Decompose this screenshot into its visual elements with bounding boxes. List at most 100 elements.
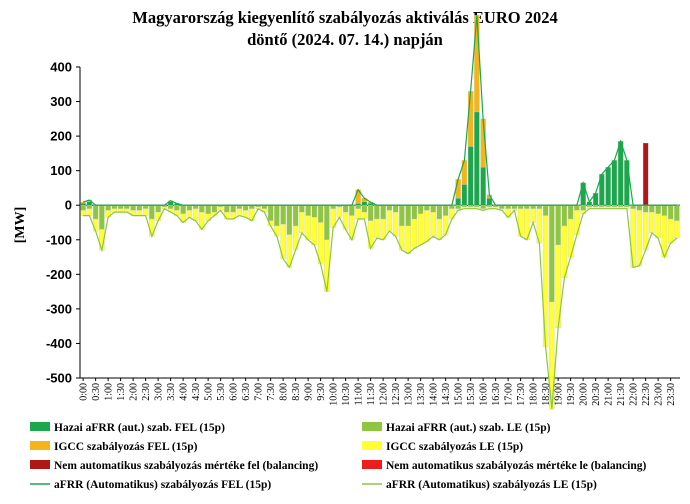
legend-swatch — [362, 422, 382, 431]
x-tick-label: 22:30 — [641, 383, 652, 406]
y-tick-label: 100 — [50, 163, 72, 178]
chart-title-line-2: döntő (2024. 07. 14.) napján — [247, 30, 443, 49]
x-tick-label: 20:30 — [591, 383, 602, 406]
bar-igcc-up — [474, 15, 480, 113]
bar-igcc-down — [192, 208, 199, 221]
plot-area: 400 300 200 100 0 -100 -200 -300 -400 -500 0:00 0:3… — [46, 15, 680, 410]
bar-afrr-down — [199, 205, 205, 213]
x-tick-label: 16:00 — [479, 383, 490, 406]
bar-igcc-down — [417, 213, 424, 246]
bar-afrr-down — [592, 205, 599, 208]
legend-swatch — [30, 422, 50, 431]
bar-afrr-down — [561, 205, 568, 227]
bar-igcc-down — [430, 211, 436, 237]
bar-afrr-down — [411, 205, 418, 220]
x-tick-label: 5:30 — [216, 383, 227, 401]
bar-afrr-down — [224, 205, 230, 213]
x-tick-label: 0:30 — [91, 383, 102, 401]
bar-igcc-down — [355, 208, 361, 220]
x-tick-label: 17:00 — [504, 383, 515, 406]
bar-afrr-down — [299, 205, 305, 213]
x-tick-label: 7:00 — [254, 383, 265, 401]
bar-afrr-down — [86, 205, 93, 209]
y-tick-label: 0 — [65, 198, 72, 213]
x-tick-label: 5:00 — [204, 383, 215, 401]
bar-igcc-up — [467, 91, 474, 147]
x-tick-label: 4:30 — [191, 383, 202, 401]
bar-igcc-down — [299, 211, 305, 234]
bar-igcc-down — [274, 225, 280, 237]
x-tick-label: 10:30 — [341, 383, 352, 406]
bar-afrr-down — [474, 205, 480, 208]
x-tick-label: 14:30 — [441, 383, 452, 406]
bar-afrr-down — [386, 205, 393, 211]
y-tick-label: 400 — [50, 60, 72, 75]
x-tick-label: 17:30 — [516, 383, 527, 406]
x-tick-label: 12:30 — [391, 383, 402, 406]
bar-afrr-up — [580, 182, 586, 206]
x-tick-label: 15:30 — [466, 383, 477, 406]
bar-afrr-down — [292, 205, 299, 227]
bar-igcc-down — [630, 208, 636, 268]
bar-afrr-down — [349, 205, 355, 216]
bar-igcc-down — [186, 210, 193, 218]
x-tick-label: 23:30 — [666, 383, 677, 406]
bar-igcc-down — [386, 210, 393, 232]
bar-afrr-up — [80, 202, 86, 206]
bar-igcc-down — [674, 220, 680, 239]
bar-afrr-up — [605, 167, 611, 206]
bar-afrr-up — [611, 160, 618, 206]
bar-igcc-down — [667, 218, 674, 244]
legend-swatch — [362, 441, 382, 450]
x-tick-label: 1:30 — [116, 383, 127, 401]
bar-igcc-down — [86, 208, 93, 216]
x-tick-label: 21:00 — [604, 383, 615, 406]
line-afrr-up — [82, 15, 677, 206]
bar-afrr-down — [417, 205, 424, 215]
x-tick-label: 16:30 — [491, 383, 502, 406]
bar-igcc-down — [142, 208, 149, 216]
x-tick-label: 6:00 — [229, 383, 240, 401]
bar-igcc-down — [649, 211, 655, 234]
bar-afrr-down — [342, 205, 349, 213]
bar-igcc-down — [236, 208, 243, 216]
bar-afrr-down — [361, 205, 368, 213]
bar-igcc-down — [361, 211, 368, 220]
x-tick-label: 9:00 — [304, 383, 315, 401]
bar-afrr-down — [636, 205, 643, 211]
bar-igcc-down — [636, 210, 643, 266]
bar-igcc-down — [305, 215, 311, 240]
bar-afrr-down — [542, 205, 549, 216]
y-tick-label: -400 — [46, 336, 72, 351]
bar-afrr-down — [586, 205, 593, 208]
x-tick-label: 12:00 — [379, 383, 390, 406]
bar-afrr-down — [230, 205, 236, 213]
bar-afrr-down — [92, 205, 99, 220]
bar-afrr-down — [99, 205, 105, 230]
bar-afrr-down — [274, 205, 280, 227]
x-tick-label: 18:00 — [529, 383, 540, 406]
bar-igcc-down — [530, 208, 536, 223]
x-tick-label: 14:00 — [429, 383, 440, 406]
bar-afrr-up — [361, 201, 368, 206]
bar-afrr-up — [455, 198, 461, 206]
bar-igcc-down — [424, 210, 430, 242]
legend-label: IGCC szabályozás FEL (15p) — [54, 441, 198, 453]
y-tick-label: -100 — [46, 232, 72, 247]
y-tick-label: 300 — [50, 94, 72, 109]
bar-afrr-down — [211, 205, 218, 213]
bar-afrr-down — [455, 205, 461, 209]
x-tick-label: 2:00 — [129, 383, 140, 401]
bar-afrr-down — [267, 205, 274, 221]
line-afrr-down — [83, 207, 678, 410]
x-tick-label: 19:30 — [566, 383, 577, 406]
bar-igcc-down — [411, 218, 418, 249]
bar-afrr-up — [86, 201, 93, 206]
y-tick-label: -200 — [46, 267, 72, 282]
bar-afrr-up — [486, 198, 493, 206]
bar-afrr-down — [149, 205, 155, 220]
bar-afrr-down — [674, 205, 680, 221]
legend-label: Hazai aFRR (aut.) szab. LE (15p) — [386, 422, 551, 434]
bar-afrr-down — [480, 205, 486, 209]
